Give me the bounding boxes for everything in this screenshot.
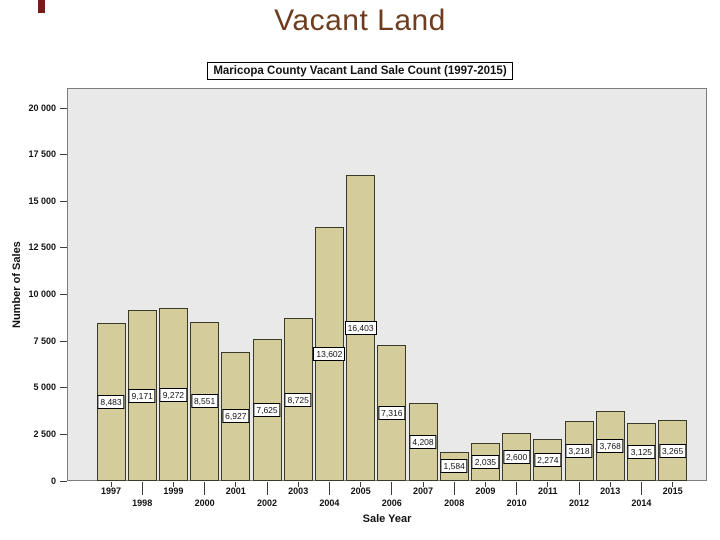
x-tick (578, 482, 580, 495)
y-tick-label: 20 000 (28, 102, 56, 113)
x-tick (141, 482, 143, 495)
x-axis-title: Sale Year (362, 513, 412, 525)
x-tick (547, 482, 549, 487)
y-tick-label: 12 500 (28, 242, 56, 253)
y-tick-label: 17 500 (28, 149, 56, 160)
y-tick (60, 294, 67, 295)
x-tick (453, 482, 455, 495)
x-tick (204, 482, 206, 495)
bar-value-label: 2,600 (502, 449, 531, 464)
x-tick (422, 482, 424, 487)
bar-value-label: 4,208 (409, 434, 437, 449)
x-tick (297, 482, 299, 487)
bar-value-label: 9,171 (128, 388, 156, 403)
y-tick-label: 0 (50, 475, 56, 486)
bar-value-label: 3,218 (565, 444, 593, 458)
x-tick (172, 482, 174, 487)
bar-value-label: 2,274 (534, 452, 562, 467)
x-tick-label: 2008 (444, 498, 465, 508)
bar-value-label: 2,035 (471, 455, 500, 469)
x-tick-label: 1998 (132, 498, 153, 508)
x-tick (391, 482, 393, 495)
bar-value-label: 16,403 (344, 321, 377, 335)
x-tick (640, 482, 642, 495)
y-tick (60, 340, 67, 342)
x-tick (360, 482, 362, 487)
x-tick-label: 2003 (288, 486, 309, 496)
x-tick (110, 482, 112, 487)
y-tick-label: 5 000 (33, 382, 56, 393)
bar-value-label: 13,602 (313, 347, 346, 362)
chart-title: Maricopa County Vacant Land Sale Count (… (207, 62, 513, 80)
bar-value-label: 8,725 (284, 392, 312, 407)
bar-value-label: 6,927 (222, 409, 250, 424)
x-tick-label: 2009 (475, 486, 496, 496)
y-tick-label: 15 000 (28, 195, 56, 206)
y-tick-label: 2 500 (33, 428, 56, 439)
bar-value-label: 8,483 (97, 394, 125, 409)
slide-title: Vacant Land (274, 4, 446, 37)
x-tick-label: 2004 (319, 498, 340, 508)
x-tick (266, 482, 268, 495)
accent-mark (38, 0, 45, 13)
bar-value-label: 7,316 (378, 405, 406, 420)
x-tick-label: 2002 (256, 498, 278, 508)
x-tick (235, 482, 237, 487)
y-tick (60, 107, 67, 109)
x-tick (328, 482, 330, 495)
bar-value-label: 3,768 (596, 438, 624, 453)
bar-value-label: 8,551 (190, 394, 219, 409)
y-tick (60, 387, 67, 389)
x-tick-label: 1999 (163, 486, 184, 496)
y-tick (60, 480, 67, 482)
x-tick-label: 2011 (538, 486, 558, 496)
x-tick-label: 2006 (381, 498, 402, 508)
x-tick-label: 2012 (568, 498, 590, 508)
bar-value-label: 9,272 (159, 387, 188, 402)
chart-title-box: Maricopa County Vacant Land Sale Count (… (0, 62, 720, 80)
x-tick (484, 482, 486, 487)
x-tick-label: 2000 (194, 498, 215, 508)
x-tick (609, 482, 611, 487)
y-tick (60, 247, 67, 249)
x-tick-label: 1997 (100, 486, 122, 496)
y-tick-label: 7 500 (33, 335, 56, 346)
y-tick (60, 154, 67, 156)
x-tick-label: 2005 (350, 486, 371, 496)
bar-value-label: 1,584 (440, 459, 468, 474)
x-tick (516, 482, 518, 495)
x-tick-label: 2001 (225, 486, 246, 496)
x-tick-label: 2010 (506, 498, 527, 508)
x-tick-label: 2013 (600, 486, 621, 496)
bar-value-label: 7,625 (253, 402, 281, 417)
x-tick (672, 482, 674, 487)
x-tick-label: 2007 (412, 486, 434, 496)
x-tick-label: 2014 (631, 498, 652, 508)
y-axis-title: Number of Sales (11, 241, 23, 328)
x-tick-label: 2015 (662, 486, 683, 496)
bar-value-label: 3,265 (658, 443, 687, 458)
y-tick (60, 200, 67, 202)
y-tick-label: 10 000 (28, 289, 56, 299)
y-tick (60, 433, 67, 435)
bar-value-label: 3,125 (627, 444, 656, 459)
